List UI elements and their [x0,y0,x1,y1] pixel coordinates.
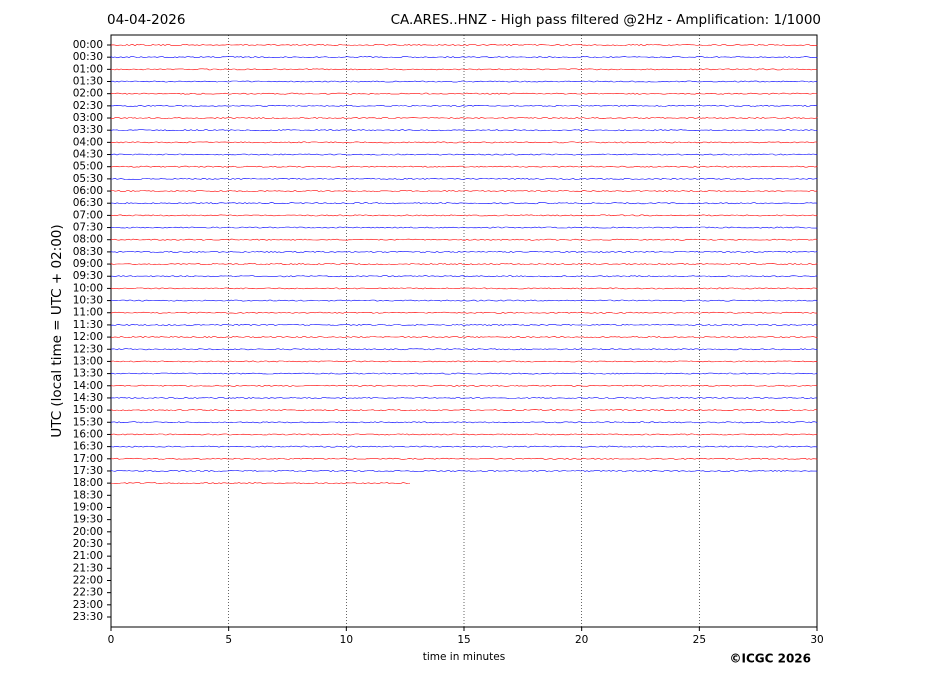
trace [110,153,818,156]
y-tick-label: 22:30 [73,587,103,599]
y-tick-label: 04:30 [73,149,103,161]
trace [110,104,818,107]
y-tick-label: 13:00 [73,355,103,367]
trace [110,482,410,485]
y-tick-label: 14:00 [73,380,103,392]
y-tick-label: 15:00 [73,404,103,416]
y-tick-label: 11:30 [73,319,103,331]
y-tick-label: 22:00 [73,574,103,586]
y-tick-label: 06:30 [73,197,103,209]
trace [110,263,818,266]
copyright: ©ICGC 2026 [729,652,811,666]
y-tick-label: 18:30 [73,489,103,501]
trace [110,445,818,448]
y-tick-label: 10:00 [73,282,103,294]
trace [110,323,818,326]
y-tick-label: 10:30 [73,295,103,307]
y-tick-label: 13:30 [73,368,103,380]
y-tick-label: 06:00 [73,185,103,197]
chart-title: CA.ARES..HNZ - High pass filtered @2Hz -… [391,12,821,28]
y-axis-label: UTC (local time = UTC + 02:00) [49,224,65,437]
y-tick-label: 12:30 [73,343,103,355]
y-tick-label: 03:30 [73,124,103,136]
trace [110,396,817,399]
y-tick-label: 05:30 [73,173,103,185]
trace [110,129,818,132]
x-tick-label: 30 [810,634,823,646]
y-tick-label: 00:30 [73,51,103,63]
trace [110,250,818,253]
y-tick-label: 19:30 [73,514,103,526]
y-tick-label: 09:00 [73,258,103,270]
trace [110,56,818,59]
y-tick-label: 23:00 [73,599,103,611]
y-tick-label: 23:30 [73,611,103,623]
trace [110,421,818,424]
y-tick-label: 18:00 [73,477,103,489]
trace [110,68,818,71]
x-tick-label: 25 [693,634,706,646]
y-tick-label: 20:30 [73,538,103,550]
y-tick-label: 09:30 [73,270,103,282]
trace [110,116,818,119]
y-tick-label: 21:00 [73,550,103,562]
y-tick-label: 01:00 [73,63,103,75]
x-axis-label: time in minutes [423,651,505,663]
y-tick-label: 05:00 [73,161,103,173]
y-tick-label: 02:00 [73,88,103,100]
y-tick-label: 17:00 [73,453,103,465]
y-tick-label: 07:00 [73,209,103,221]
y-tick-label: 16:00 [73,428,103,440]
y-tick-label: 02:30 [73,100,103,112]
trace [110,348,818,351]
trace [110,336,818,339]
y-tick-label: 07:30 [73,222,103,234]
trace [110,80,818,83]
x-tick-label: 15 [457,634,470,646]
trace [110,433,818,436]
trace [110,141,818,144]
trace [110,202,818,205]
trace [110,238,818,241]
y-tick-label: 08:00 [73,234,103,246]
trace [110,44,818,46]
x-tick-label: 5 [225,634,232,646]
x-tick-label: 0 [108,634,115,646]
x-tick-label: 20 [575,634,588,646]
y-tick-label: 08:30 [73,246,103,258]
trace [110,372,818,375]
trace [110,226,818,229]
trace [110,299,818,302]
y-tick-label: 01:30 [73,76,103,88]
x-tick-label: 10 [340,634,353,646]
date: 04-04-2026 [107,12,185,28]
trace [110,287,818,290]
trace [110,409,818,412]
trace [110,384,818,387]
y-tick-label: 12:00 [73,331,103,343]
y-tick-label: 20:00 [73,526,103,538]
trace [111,275,818,278]
y-tick-label: 03:00 [73,112,103,124]
trace [110,360,818,363]
trace [110,311,818,314]
trace [110,214,818,217]
plot-frame [110,34,818,628]
trace [110,190,818,192]
y-tick-label: 17:30 [73,465,103,477]
y-tick-label: 14:30 [73,392,103,404]
y-tick-label: 15:30 [73,416,103,428]
trace [110,92,818,95]
trace [110,165,818,168]
y-tick-label: 19:00 [73,501,103,513]
trace [110,177,818,180]
y-tick-label: 11:00 [73,307,103,319]
y-tick-label: 16:30 [73,441,103,453]
y-tick-label: 21:30 [73,562,103,574]
trace [110,470,818,472]
y-tick-label: 04:00 [73,136,103,148]
trace [110,457,818,460]
y-tick-label: 00:00 [73,39,103,51]
